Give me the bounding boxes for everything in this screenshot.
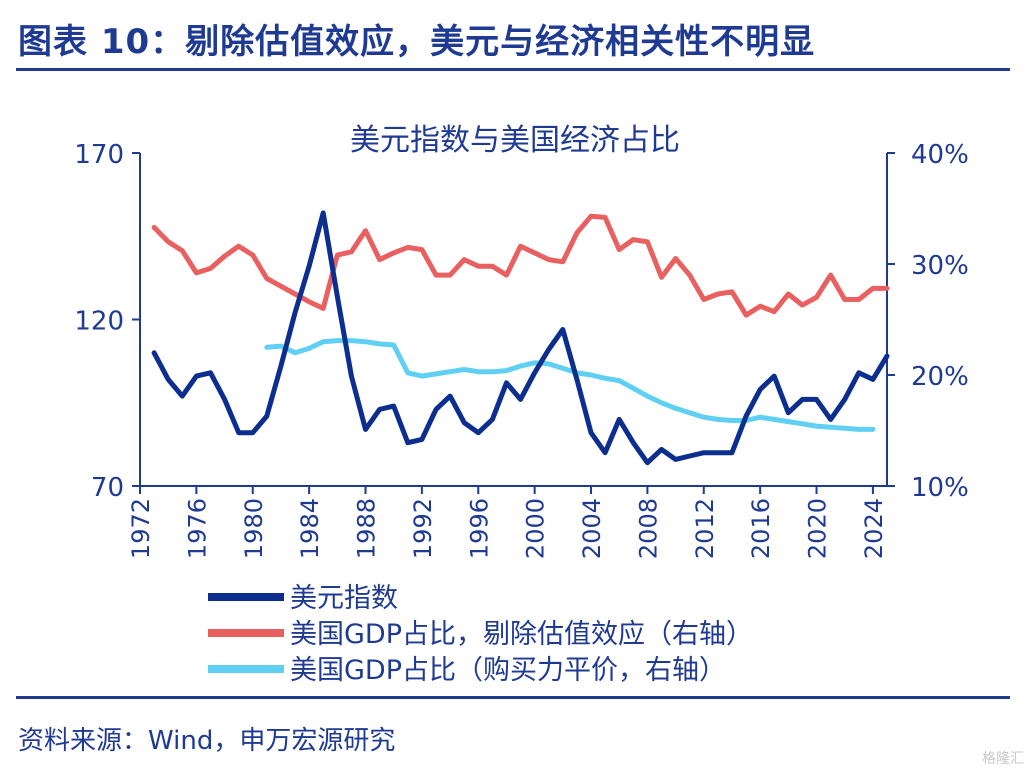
y-right-tick-label: 30% xyxy=(911,251,969,281)
chart-title: 美元指数与美国经济占比 xyxy=(350,123,680,158)
chart-canvas: 美元指数与美国经济占比 70 120 170 10% 20% 30% 40% 1972 1976… xyxy=(74,123,968,686)
series-line-3 xyxy=(264,338,876,432)
y-left-tick-label: 70 xyxy=(91,473,124,503)
x-tick-label: 1996 xyxy=(465,498,493,559)
x-tick-label: 1980 xyxy=(240,498,268,559)
watermark: 格隆汇 xyxy=(982,751,1024,767)
x-tick-label: 1976 xyxy=(183,498,211,559)
x-tick-label: 2016 xyxy=(747,498,775,559)
x-tick-label: 2008 xyxy=(634,498,662,559)
y-left-tick-label: 170 xyxy=(74,140,124,170)
source-note: 资料来源：Wind，申万宏源研究 xyxy=(18,726,396,756)
series-line-1 xyxy=(151,210,890,466)
legend-label: 美元指数 xyxy=(290,583,398,614)
footer-rule xyxy=(16,696,1010,699)
x-tick-label: 1972 xyxy=(127,498,155,559)
x-tick-label: 1992 xyxy=(409,498,437,559)
x-tick-label: 2004 xyxy=(578,498,606,559)
legend-label: 美国GDP占比，剔除估值效应（右轴） xyxy=(290,619,753,650)
x-tick-label: 2020 xyxy=(804,498,832,559)
x-tick-label: 1984 xyxy=(296,498,324,559)
x-tick-label: 2000 xyxy=(522,498,550,559)
x-tick-label: 2024 xyxy=(860,498,888,559)
axes: 70 120 170 10% 20% 30% 40% 1972 1976 1980 1984 1988… xyxy=(74,140,968,559)
x-tick-label: 2012 xyxy=(691,498,719,559)
title-rule xyxy=(16,68,1010,71)
y-right-tick-label: 20% xyxy=(911,362,969,392)
plot-area xyxy=(151,210,890,466)
x-tick-label: 1988 xyxy=(353,498,381,559)
y-right-tick-label: 10% xyxy=(911,473,969,503)
legend-label: 美国GDP占比（购买力平价，右轴） xyxy=(290,655,726,686)
page-title: 图表 10：剔除估值效应，美元与经济相关性不明显 xyxy=(18,22,816,62)
series-line-2 xyxy=(151,213,890,318)
y-right-tick-label: 40% xyxy=(911,140,969,170)
y-left-tick-label: 120 xyxy=(74,307,124,337)
